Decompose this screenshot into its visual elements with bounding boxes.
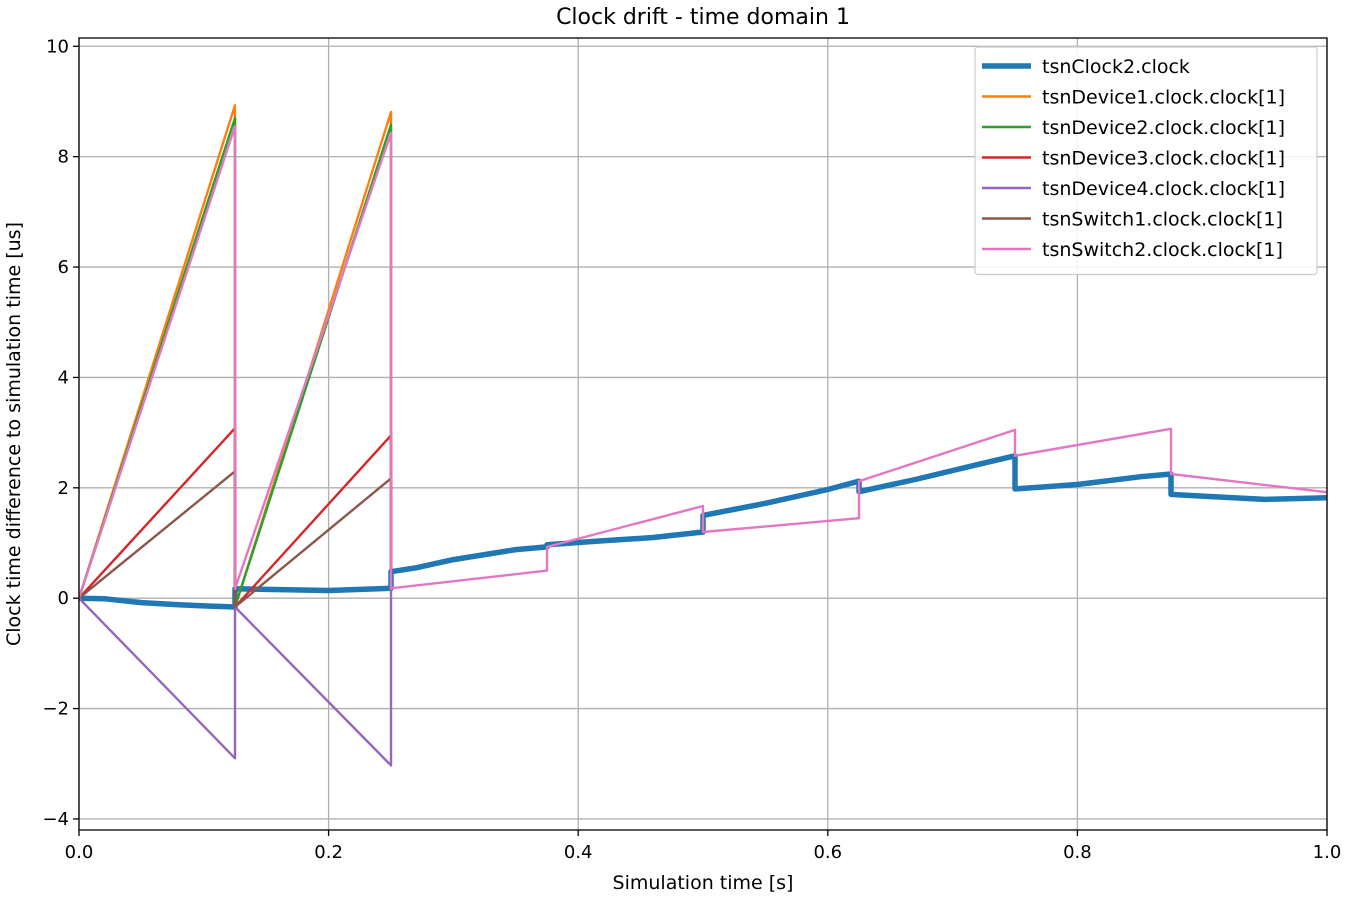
legend-label: tsnSwitch2.clock.clock[1] (1042, 239, 1283, 261)
legend: tsnClock2.clock tsnDevice1.clock.clock[1]… (974, 46, 1318, 276)
x-axis-label: Simulation time [s] (613, 872, 794, 894)
x-axis-ticks: 0.0 0.2 0.4 0.6 0.8 1.0 (65, 830, 1342, 863)
y-axis-ticks: −4 −2 0 2 4 6 8 10 (42, 36, 79, 830)
y-tick-label: 0 (58, 588, 69, 609)
legend-label: tsnSwitch1.clock.clock[1] (1042, 209, 1283, 231)
legend-label: tsnDevice3.clock.clock[1] (1042, 148, 1285, 170)
x-tick-label: 0.8 (1063, 842, 1092, 863)
y-tick-label: 2 (58, 478, 69, 499)
series-line-tsnswitch2-clock-clock-1 (77, 125, 1328, 599)
y-tick-label: 10 (46, 36, 69, 57)
legend-label: tsnDevice1.clock.clock[1] (1042, 87, 1285, 109)
x-tick-label: 1.0 (1313, 842, 1342, 863)
y-tick-label: −2 (42, 699, 69, 720)
legend-label: tsnDevice2.clock.clock[1] (1042, 117, 1285, 139)
x-tick-label: 0.2 (314, 842, 343, 863)
legend-label: tsnDevice4.clock.clock[1] (1042, 178, 1285, 200)
y-tick-label: 4 (58, 367, 69, 388)
y-tick-label: 6 (58, 257, 69, 278)
y-tick-label: −4 (42, 809, 69, 830)
y-tick-label: 8 (58, 147, 69, 168)
series-lines (77, 104, 1328, 767)
x-tick-label: 0.4 (564, 842, 593, 863)
y-axis-label: Clock time difference to simulation time… (3, 222, 25, 646)
legend-label: tsnClock2.clock (1042, 56, 1190, 78)
legend-box (974, 46, 1318, 276)
x-tick-label: 0.0 (65, 842, 94, 863)
x-tick-label: 0.6 (813, 842, 842, 863)
grid (78, 38, 1328, 830)
chart-title: Clock drift - time domain 1 (556, 5, 850, 30)
plot-frame (78, 37, 1328, 831)
